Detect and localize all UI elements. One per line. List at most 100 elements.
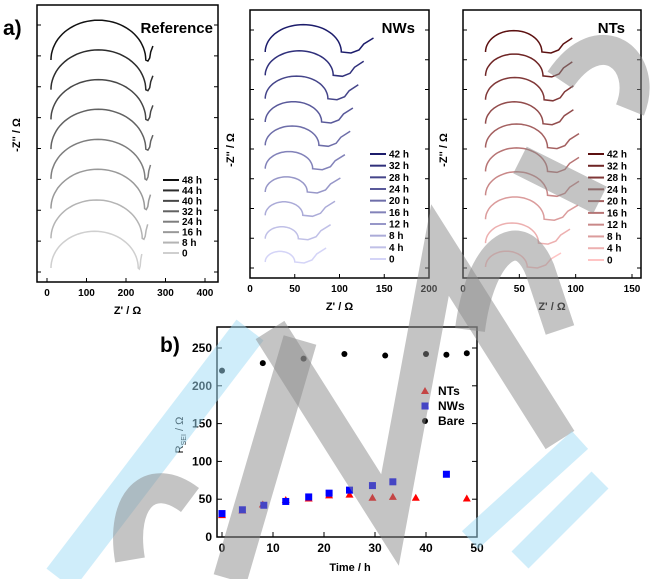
nyquist-curve-4h [484, 222, 571, 245]
y-axis-label: -Z'' / Ω [225, 133, 237, 167]
nyquist-curve-8h [264, 200, 336, 218]
data-point-nws [305, 493, 313, 501]
x-tick-label: 10 [266, 541, 280, 555]
watermark-stroke [113, 473, 199, 563]
nyquist-curve-16h [264, 150, 346, 171]
legend-label: 32 h [182, 207, 202, 218]
x-tick-label: 0 [247, 284, 253, 295]
data-point-nws [325, 489, 333, 497]
x-tick-label: 150 [624, 284, 641, 295]
nyquist-curve-20h [484, 123, 580, 150]
panel-label-b: b) [160, 334, 180, 357]
data-point-nts [411, 493, 420, 501]
panel-title: NWs [382, 20, 415, 37]
x-axis-label: Z' / Ω [326, 301, 354, 313]
nyquist-curve-0 [50, 230, 143, 271]
legend-label: 24 h [607, 185, 627, 196]
panel-title: NTs [598, 20, 625, 37]
x-tick-label: 20 [317, 541, 331, 555]
nyquist-curve-48h [50, 19, 154, 62]
legend-label: 40 h [182, 196, 202, 207]
nyquist-curve-28h [484, 76, 574, 102]
legend-label: 4 h [607, 244, 621, 255]
legend-label: 12 h [389, 220, 409, 231]
legend-label: 20 h [607, 197, 627, 208]
nyquist-panel-reference: 0 100 200 300 400 Z' / Ω -Z'' / Ω Reference 48 h… [11, 4, 219, 317]
x-tick-label: 100 [567, 284, 584, 295]
legend-label: 20 h [389, 196, 409, 207]
nyquist-curve-42h [484, 29, 573, 54]
legend-label: 48 h [182, 176, 202, 187]
y-tick-label: 250 [192, 341, 212, 355]
legend-label: NTs [438, 384, 460, 398]
data-point-bare [443, 351, 450, 358]
x-tick-label: 50 [514, 284, 526, 295]
y-tick-label: 0 [205, 530, 212, 544]
nyquist-curve-24h [50, 138, 152, 181]
watermark [46, 35, 650, 579]
nyquist-curve-0 [264, 247, 327, 264]
legend-label: 32 h [607, 161, 627, 172]
x-tick-label: 40 [419, 541, 433, 555]
legend-label: 12 h [607, 220, 627, 231]
x-axis-label: Z' / Ω [114, 305, 142, 317]
nyquist-curve-12h [264, 176, 341, 194]
plot-frame [36, 4, 219, 283]
watermark-stroke [255, 204, 575, 566]
x-axis-label: Time / h [329, 562, 371, 574]
nyquist-curve-42h [264, 23, 374, 54]
nyquist-curve-44h [50, 49, 154, 92]
legend-label: 16 h [182, 228, 202, 239]
legend-label: 24 h [389, 185, 409, 196]
nyquist-curve-8h [484, 196, 579, 221]
data-point-bare [382, 352, 389, 359]
y-axis-label: -Z'' / Ω [11, 118, 23, 152]
legend-label: 42 h [607, 150, 627, 161]
nyquist-curve-20h [264, 125, 351, 148]
data-point-nws [442, 470, 450, 478]
nyquist-curve-24h [484, 101, 574, 126]
watermark-stroke [455, 230, 575, 335]
panel-title: Reference [140, 20, 213, 37]
y-axis-label: -Z'' / Ω [438, 133, 450, 167]
legend-label: 32 h [389, 161, 409, 172]
legend-label: 0 [607, 256, 613, 267]
x-tick-label: 50 [289, 284, 301, 295]
legend-label: 42 h [389, 150, 409, 161]
nyquist-curve-24h [264, 100, 354, 124]
nyquist-curve-28h [264, 75, 359, 101]
legend-label: 24 h [182, 217, 202, 228]
legend-label: 28 h [389, 173, 409, 184]
x-tick-label: 300 [157, 288, 174, 299]
nyquist-curve-40h [50, 78, 154, 122]
data-point-bare [463, 350, 470, 357]
legend-label: 0 [389, 255, 395, 266]
legend-label: 28 h [607, 173, 627, 184]
x-tick-label: 400 [197, 288, 214, 299]
legend-label: 44 h [182, 186, 202, 197]
nyquist-curve-32h [264, 50, 365, 78]
data-point-nts [462, 494, 471, 502]
data-point-nws [218, 510, 226, 518]
x-tick-label: 0 [44, 288, 50, 299]
data-point-nws [346, 486, 353, 494]
legend-label: NWs [438, 399, 465, 413]
nyquist-curve-8h [50, 199, 149, 241]
x-tick-label: 30 [368, 541, 382, 555]
legend-label: 16 h [607, 208, 627, 219]
nyquist-curve-16h [50, 168, 152, 211]
watermark-stroke [46, 319, 264, 579]
y-tick-label: 50 [199, 492, 213, 506]
nyquist-curve-4h [264, 224, 331, 241]
legend-label: Bare [438, 414, 465, 428]
legend-label: 4 h [389, 243, 403, 254]
data-point-bare [259, 360, 266, 367]
watermark-stroke [461, 431, 609, 569]
legend-label: 16 h [389, 208, 409, 219]
legend-label: 0 [182, 249, 188, 260]
nyquist-curve-32h [50, 108, 154, 152]
y-tick-label: 100 [192, 454, 212, 468]
data-point-nts [345, 490, 354, 498]
